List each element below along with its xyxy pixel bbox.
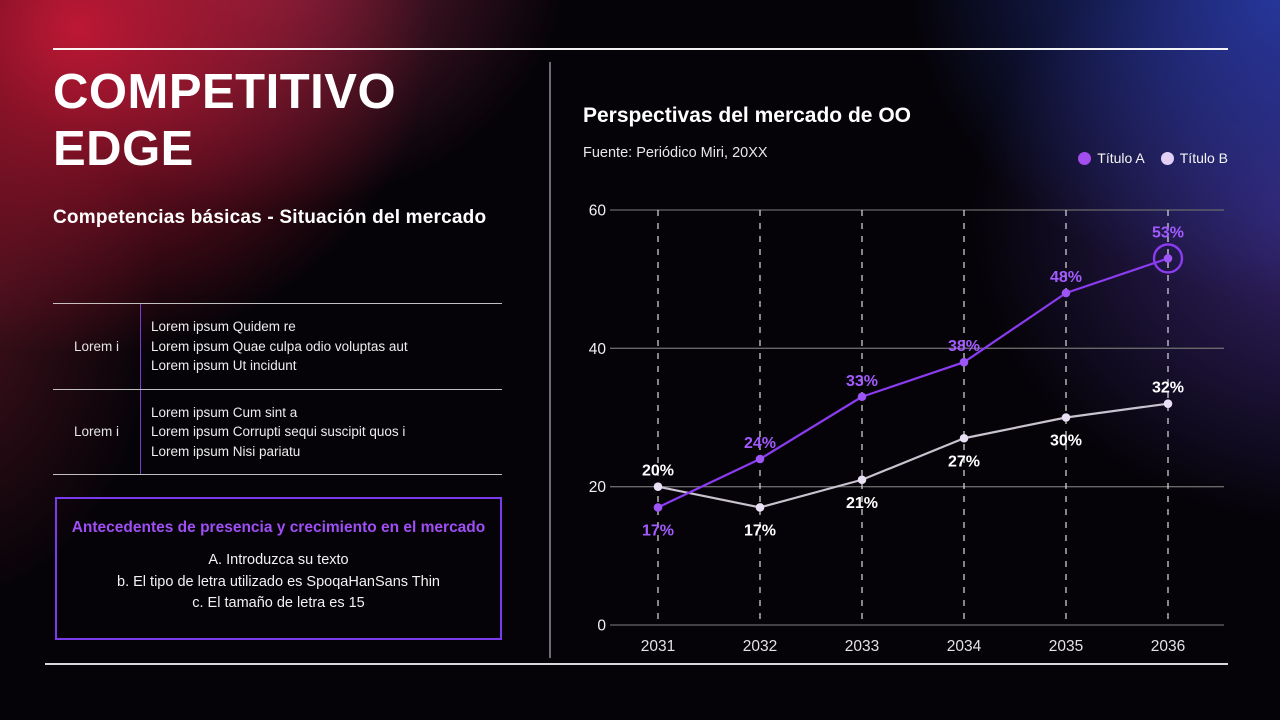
svg-text:20%: 20% xyxy=(642,463,674,480)
legend-dot-a-icon xyxy=(1078,151,1092,165)
svg-text:20: 20 xyxy=(589,479,607,496)
svg-text:2031: 2031 xyxy=(641,638,675,655)
line-chart: 0 20 40 60 2031 2032 2033 2034 2035 2036 17% 24% 33%… xyxy=(589,203,1224,655)
svg-text:2034: 2034 xyxy=(947,638,982,655)
svg-text:60: 60 xyxy=(589,203,607,220)
svg-text:24%: 24% xyxy=(744,435,776,452)
table-cell-line: Lorem ipsum Quidem re xyxy=(151,319,296,334)
svg-text:38%: 38% xyxy=(948,338,980,355)
svg-text:2032: 2032 xyxy=(743,638,777,655)
bottom-divider-line xyxy=(45,663,1228,665)
table-cell-line: Lorem ipsum Nisi pariatu xyxy=(151,443,301,459)
callout-box: Antecedentes de presencia y crecimiento … xyxy=(55,497,502,640)
vertical-divider xyxy=(549,62,551,658)
legend-item-titulo-b: Título B xyxy=(1160,150,1228,166)
table-row-content: Lorem ipsum Quidem re Lorem ipsum Quae c… xyxy=(141,304,502,389)
table-cell-line: Lorem ipsum Cum sint a xyxy=(151,404,298,420)
table-row-label: Lorem i xyxy=(53,389,141,474)
callout-body: A. Introduzca su texto b. El tipo de let… xyxy=(57,550,500,615)
table-row: Lorem i Lorem ipsum Quidem re Lorem ipsu… xyxy=(53,303,502,389)
svg-text:17%: 17% xyxy=(744,522,776,539)
table-cell-line: Lorem ipsum Ut incidunt xyxy=(151,358,297,373)
slide-title-line2: EDGE xyxy=(53,122,194,176)
svg-text:30%: 30% xyxy=(1050,433,1082,450)
info-table: Lorem i Lorem ipsum Quidem re Lorem ipsu… xyxy=(53,303,502,475)
table-row: Lorem i Lorem ipsum Cum sint a Lorem ips… xyxy=(53,388,502,475)
chart-title: Perspectivas del mercado de OO xyxy=(583,104,911,127)
slide-subtitle: Competencias básicas - Situación del mer… xyxy=(53,207,487,228)
svg-text:2036: 2036 xyxy=(1151,638,1185,655)
chart-legend: Título A Título B xyxy=(1078,150,1228,166)
table-cell-line: Lorem ipsum Quae culpa odio voluptas aut xyxy=(151,338,408,354)
callout-item: A. Introduzca su texto xyxy=(208,552,349,568)
table-row-content: Lorem ipsum Cum sint a Lorem ipsum Corru… xyxy=(141,390,502,475)
top-divider-line xyxy=(53,48,1228,50)
callout-item: c. El tamaño de letra es 15 xyxy=(192,595,365,611)
svg-text:48%: 48% xyxy=(1050,269,1082,286)
callout-title: Antecedentes de presencia y crecimiento … xyxy=(71,519,486,536)
svg-text:27%: 27% xyxy=(948,453,980,470)
table-cell-line: Lorem ipsum Corrupti sequi suscipit quos… xyxy=(151,424,406,439)
svg-text:2035: 2035 xyxy=(1049,638,1083,655)
svg-text:53%: 53% xyxy=(1152,224,1184,241)
legend-dot-b-icon xyxy=(1160,151,1174,165)
chart-source: Fuente: Periódico Miri, 20XX xyxy=(583,145,768,161)
svg-text:2033: 2033 xyxy=(845,638,879,655)
legend-label-a: Título A xyxy=(1097,150,1145,166)
slide-title: COMPETITIVO EDGE xyxy=(53,64,396,178)
svg-text:40: 40 xyxy=(589,341,607,358)
svg-text:33%: 33% xyxy=(846,373,878,390)
slide-title-line1: COMPETITIVO xyxy=(53,65,397,119)
table-row-label: Lorem i xyxy=(53,304,141,389)
svg-text:0: 0 xyxy=(597,618,606,635)
legend-item-titulo-a: Título A xyxy=(1078,150,1145,166)
svg-text:21%: 21% xyxy=(846,495,878,512)
legend-label-b: Título B xyxy=(1179,150,1228,166)
svg-text:32%: 32% xyxy=(1152,380,1184,397)
callout-item: b. El tipo de letra utilizado es SpoqaHa… xyxy=(117,573,440,590)
svg-text:17%: 17% xyxy=(642,522,674,539)
